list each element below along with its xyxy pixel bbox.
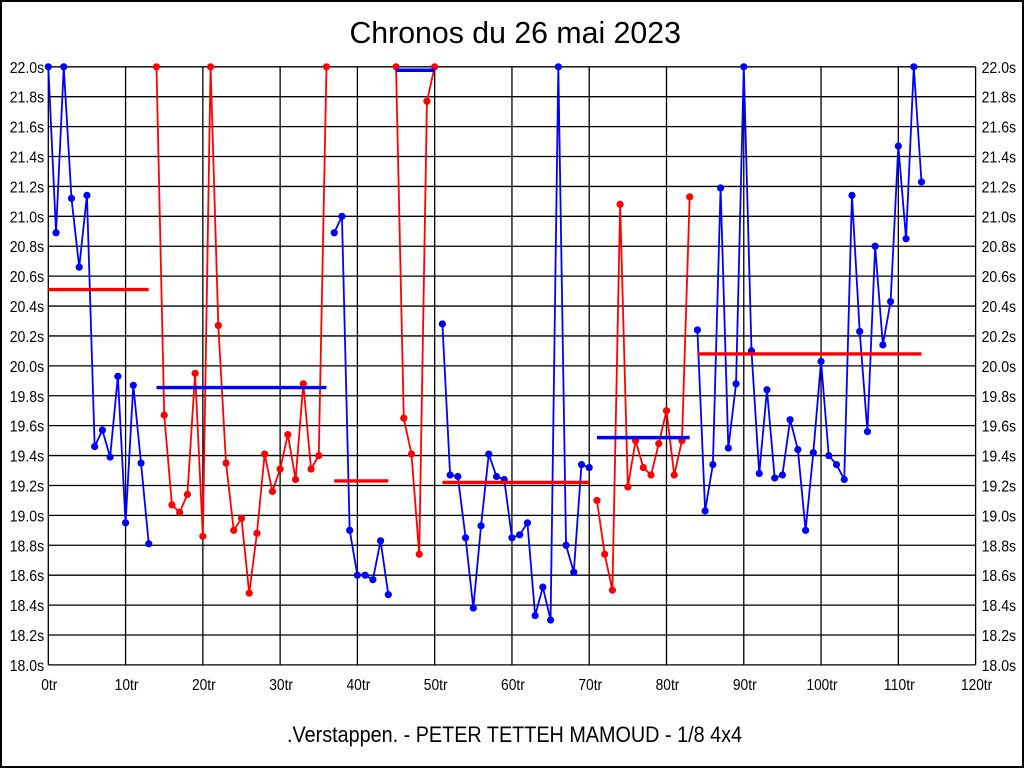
svg-text:18.4s: 18.4s	[982, 598, 1017, 615]
svg-text:100tr: 100tr	[807, 677, 838, 694]
svg-text:21.8s: 21.8s	[982, 90, 1017, 107]
svg-text:21.4s: 21.4s	[982, 150, 1017, 167]
svg-text:18.8s: 18.8s	[10, 538, 45, 555]
svg-text:90tr: 90tr	[733, 677, 757, 694]
svg-text:20.0s: 20.0s	[982, 359, 1017, 376]
svg-text:50tr: 50tr	[424, 677, 448, 694]
svg-text:0tr: 0tr	[41, 677, 57, 694]
svg-text:.Verstappen. - PETER TETTEH MA: .Verstappen. - PETER TETTEH MAMOUD - 1/8…	[287, 722, 742, 747]
svg-text:20tr: 20tr	[192, 677, 216, 694]
svg-text:18.2s: 18.2s	[982, 628, 1017, 645]
svg-text:21.0s: 21.0s	[10, 209, 45, 226]
svg-text:40tr: 40tr	[347, 677, 371, 694]
svg-text:120tr: 120tr	[961, 677, 992, 694]
svg-text:70tr: 70tr	[578, 677, 602, 694]
svg-text:18.0s: 18.0s	[10, 658, 45, 675]
svg-text:22.0s: 22.0s	[982, 60, 1017, 77]
svg-text:30tr: 30tr	[269, 677, 293, 694]
svg-text:21.4s: 21.4s	[10, 150, 45, 167]
svg-text:20.4s: 20.4s	[10, 299, 45, 316]
svg-text:18.0s: 18.0s	[982, 658, 1017, 675]
svg-text:19.6s: 19.6s	[10, 419, 45, 436]
svg-text:19.2s: 19.2s	[982, 478, 1017, 495]
svg-text:19.8s: 19.8s	[10, 389, 45, 406]
svg-text:19.2s: 19.2s	[10, 478, 45, 495]
svg-text:21.8s: 21.8s	[10, 90, 45, 107]
svg-text:Chronos du 26 mai 2023: Chronos du 26 mai 2023	[349, 15, 681, 50]
svg-text:18.2s: 18.2s	[10, 628, 45, 645]
svg-text:110tr: 110tr	[884, 677, 915, 694]
svg-text:21.6s: 21.6s	[10, 120, 45, 137]
svg-text:18.8s: 18.8s	[982, 538, 1017, 555]
svg-text:20.2s: 20.2s	[982, 329, 1017, 346]
svg-text:19.6s: 19.6s	[982, 419, 1017, 436]
svg-text:18.4s: 18.4s	[10, 598, 45, 615]
svg-text:19.0s: 19.0s	[982, 508, 1017, 525]
svg-text:10tr: 10tr	[115, 677, 139, 694]
svg-text:80tr: 80tr	[656, 677, 680, 694]
svg-text:18.6s: 18.6s	[982, 568, 1017, 585]
svg-text:21.2s: 21.2s	[982, 179, 1017, 196]
svg-text:20.8s: 20.8s	[982, 239, 1017, 256]
svg-text:20.0s: 20.0s	[10, 359, 45, 376]
svg-text:22.0s: 22.0s	[10, 60, 45, 77]
svg-text:20.6s: 20.6s	[10, 269, 45, 286]
svg-text:19.8s: 19.8s	[982, 389, 1017, 406]
svg-text:21.0s: 21.0s	[982, 209, 1017, 226]
svg-text:19.4s: 19.4s	[10, 449, 45, 466]
svg-text:20.6s: 20.6s	[982, 269, 1017, 286]
svg-text:20.8s: 20.8s	[10, 239, 45, 256]
svg-text:21.2s: 21.2s	[10, 179, 45, 196]
svg-text:20.4s: 20.4s	[982, 299, 1017, 316]
svg-text:18.6s: 18.6s	[10, 568, 45, 585]
svg-text:60tr: 60tr	[501, 677, 525, 694]
svg-text:20.2s: 20.2s	[10, 329, 45, 346]
svg-text:21.6s: 21.6s	[982, 120, 1017, 137]
svg-text:19.4s: 19.4s	[982, 449, 1017, 466]
svg-text:19.0s: 19.0s	[10, 508, 45, 525]
